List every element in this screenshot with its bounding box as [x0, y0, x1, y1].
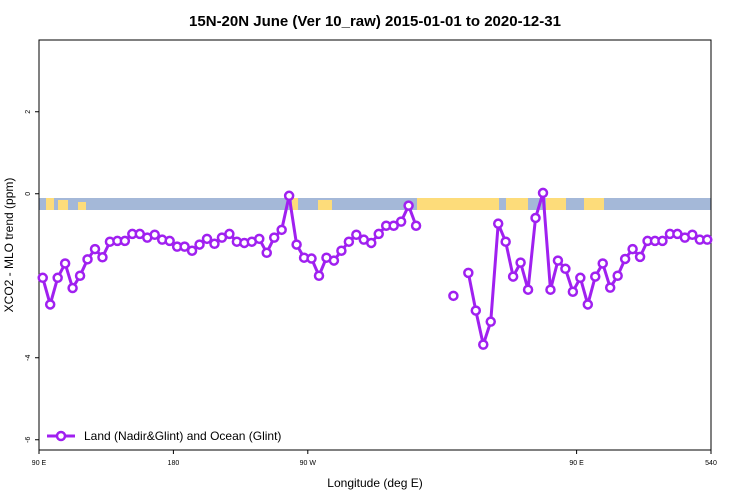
x-axis-label: Longitude (deg E): [327, 476, 422, 490]
data-point: [492, 218, 504, 229]
data-point: [52, 272, 63, 284]
data-point: [336, 245, 347, 256]
data-point: [395, 216, 407, 227]
legend-marker: [55, 430, 67, 442]
plot-frame: [38, 39, 712, 451]
data-point: [89, 243, 101, 255]
x-tick-label: 90 W: [300, 460, 317, 467]
data-point: [149, 229, 160, 240]
land-band: [584, 198, 604, 210]
data-point: [97, 252, 108, 263]
land-band: [506, 198, 528, 210]
data-point: [448, 290, 459, 302]
land-band: [58, 200, 68, 210]
data-point: [82, 254, 93, 265]
data-point: [164, 235, 175, 247]
data-point: [44, 299, 56, 310]
y-tick-label: 2: [25, 110, 32, 114]
data-point: [619, 253, 631, 265]
data-point: [410, 220, 422, 231]
ocean-band: [39, 198, 711, 210]
data-point: [388, 220, 399, 231]
data-point: [201, 233, 213, 245]
data-point: [119, 235, 131, 247]
data-point: [224, 228, 235, 240]
chart-title: 15N-20N June (Ver 10_raw) 2015-01-01 to …: [189, 13, 561, 30]
series-line: [41, 192, 708, 351]
x-tick-label: 540: [705, 460, 717, 467]
data-point: [366, 237, 377, 249]
data-point: [575, 272, 586, 284]
data-point: [283, 190, 295, 202]
data-point: [306, 253, 317, 264]
land-band: [46, 198, 54, 210]
data-point: [254, 233, 265, 245]
data-point: [657, 235, 668, 247]
data-point: [590, 271, 601, 282]
data-point: [597, 258, 608, 269]
x-tick-label: 90 E: [32, 460, 47, 467]
data-point: [37, 272, 48, 284]
data-point: [351, 229, 362, 240]
data-point: [403, 200, 414, 211]
data-point: [67, 282, 78, 294]
data-point: [507, 271, 519, 282]
data-point: [552, 255, 564, 266]
land-ocean-mask: [39, 198, 711, 210]
y-tick-label: -6: [25, 437, 32, 443]
data-point: [560, 263, 571, 275]
data-point: [470, 305, 482, 316]
data-point: [627, 243, 638, 255]
data-point: [261, 247, 272, 259]
data-point: [522, 284, 534, 295]
legend: Land (Nadir&Glint) and Ocean (Glint): [47, 429, 281, 443]
data-point: [268, 232, 280, 243]
land-band: [78, 202, 86, 210]
data-point: [59, 258, 71, 269]
land-band: [546, 198, 566, 210]
land-band: [318, 200, 332, 210]
data-point: [530, 212, 541, 224]
data-point: [478, 339, 489, 350]
data-point: [702, 234, 713, 245]
data-point: [276, 224, 287, 236]
data-point: [537, 187, 549, 199]
data-point: [634, 251, 646, 263]
x-tick-label: 180: [168, 460, 180, 467]
data-point: [179, 241, 190, 252]
data-point: [328, 255, 340, 266]
data-point: [291, 239, 302, 250]
data-point: [186, 245, 198, 256]
data-point: [485, 316, 496, 327]
data-point: [463, 267, 474, 279]
y-tick-label: 0: [25, 192, 32, 196]
land-band: [292, 198, 298, 210]
x-tick-label: 90 E: [569, 460, 584, 467]
data-point: [343, 236, 355, 247]
data-point: [687, 229, 698, 240]
data-point: [74, 270, 86, 281]
land-band: [417, 198, 499, 210]
data-point: [500, 236, 511, 247]
data-point: [373, 228, 384, 240]
data-point: [604, 282, 616, 293]
data-point: [194, 239, 205, 250]
legend-label: Land (Nadir&Glint) and Ocean (Glint): [84, 429, 281, 443]
data-point: [567, 286, 579, 297]
data-point: [209, 238, 220, 250]
data-point: [545, 284, 556, 295]
y-axis-label: XCO2 - MLO trend (ppm): [2, 178, 16, 313]
y-tick-label: -4: [25, 355, 32, 361]
data-point: [582, 299, 594, 310]
data-point: [313, 270, 325, 281]
data-point: [612, 270, 623, 281]
data-point: [515, 257, 526, 268]
